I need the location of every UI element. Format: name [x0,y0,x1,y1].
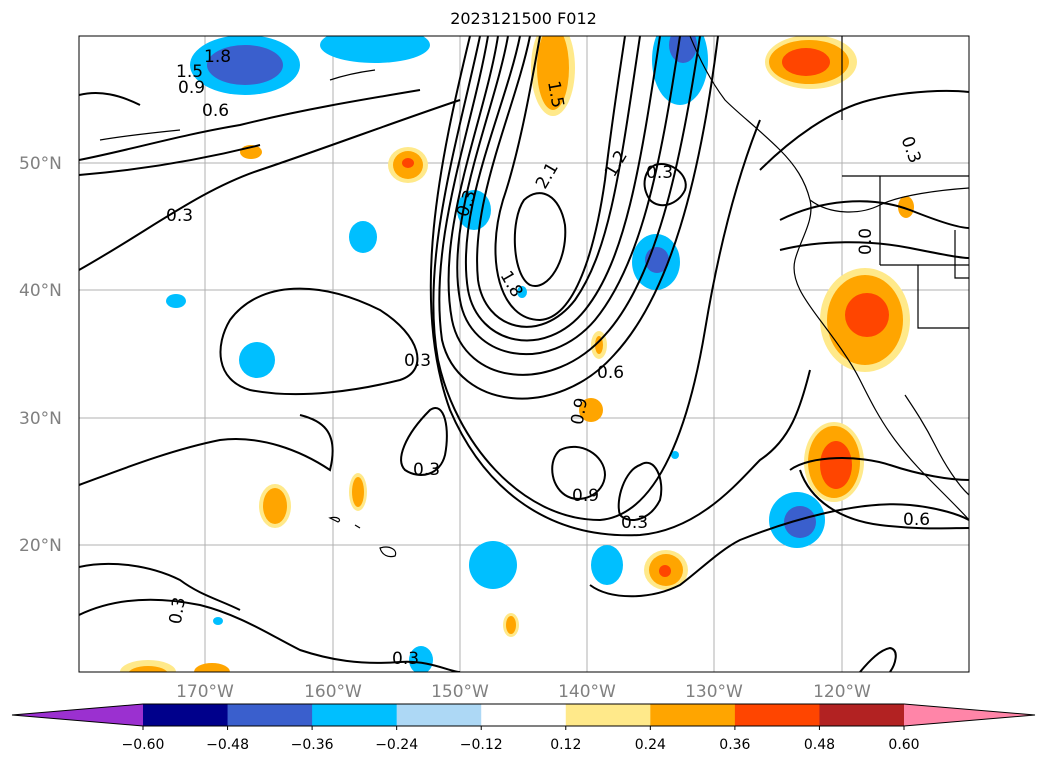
contour-label: 0.9 [178,78,205,98]
colorbar-tick-label: 0.60 [888,737,919,753]
neg-blob-h [591,545,623,585]
lon-label: 170°W [176,682,234,702]
filled-anomalies [120,36,914,672]
lon-label: 140°W [558,682,616,702]
contour-label: 0.6 [597,363,624,383]
colorbar-segment [143,704,229,726]
neg-blob-b [349,221,377,253]
colorbar [11,703,1036,727]
colorbar-tick-label: −0.24 [375,737,418,753]
contour-label: 1.5 [176,62,203,82]
colorbar-tick-label: 0.12 [550,737,581,753]
colorbar-tick-label: 0.48 [804,737,835,753]
contour-lines [79,36,969,672]
map-frame [78,35,970,673]
colorbar-ticks: −0.60 −0.48 −0.36 −0.24 −0.12 0.12 0.24 0.36 0.4… [122,726,920,753]
lon-label: 130°W [685,682,743,702]
colorbar-tick-label: 0.24 [635,737,666,753]
colorbar-tick-label: −0.60 [122,737,165,753]
contour-label: 0.9 [568,396,592,426]
lat-label: 30°N [19,409,62,429]
colorbar-extend-low [12,704,143,726]
contour-label: 0.3 [392,649,419,669]
colorbar-segment [819,704,905,726]
colorbar-segment [481,704,567,726]
colorbar-tick-label: 0.36 [719,737,750,753]
lon-label: 120°W [813,682,871,702]
colorbar-tick-label: −0.12 [460,737,503,753]
coastlines [99,36,969,558]
contour-label: 0.3 [646,163,673,183]
contour-label: 0.3 [404,351,431,371]
colorbar-tick-label: −0.48 [206,737,249,753]
lat-labels: 50°N 40°N 30°N 20°N [19,154,62,556]
colorbar-segment [565,704,651,726]
neg-blob-g [469,541,517,589]
neg-blob-e [239,342,275,378]
colorbar-segment [734,704,820,726]
colorbar-segment [650,704,736,726]
contour-label: 0.6 [903,510,930,530]
contour-label: 0.3 [621,513,648,533]
colorbar-tick-label: −0.36 [291,737,334,753]
neg-blob-c [166,294,186,308]
neg-blob-i [409,646,433,672]
contour-label: 0.6 [202,101,229,121]
lon-label: 160°W [304,682,362,702]
lon-labels: 170°W 160°W 150°W 140°W 130°W 120°W [176,682,871,702]
colorbar-segment [312,704,398,726]
contour-label: 0.3 [166,596,190,626]
lon-label: 150°W [431,682,489,702]
lat-label: 50°N [19,154,62,174]
map-title: 2023121500 F012 [450,9,597,28]
colorbar-segment [227,704,313,726]
contour-label: 1.8 [204,47,231,67]
colorbar-segment [396,704,482,726]
contour-label: 0.3 [166,206,193,226]
contour-label: 0.3 [413,460,440,480]
contour-label: 0.9 [572,486,599,506]
lat-label: 40°N [19,281,62,301]
contour-label: 1.5 [543,79,567,109]
colorbar-extend-high [904,704,1035,726]
contour-label: 0.0 [856,228,876,255]
contour-labels: 1.8 1.5 0.9 0.6 0.3 1.5 2.1 1.2 0.3 0.3 … [166,47,930,669]
lat-label: 20°N [19,536,62,556]
neg-blob-bering [320,36,430,63]
